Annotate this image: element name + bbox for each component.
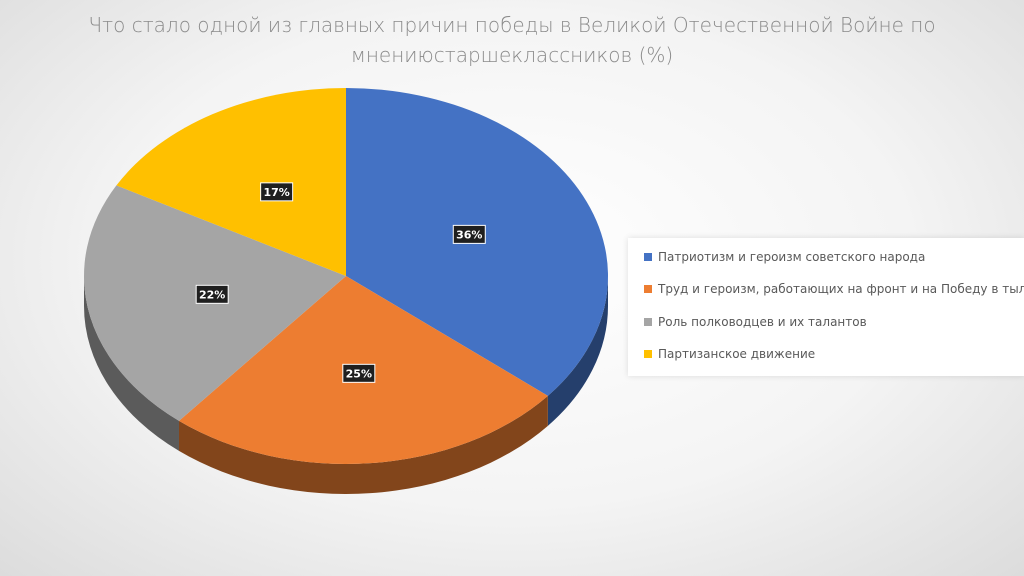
legend-item-partisans: Партизанское движение (644, 345, 815, 363)
data-label-home-front-labor: 25% (342, 363, 376, 383)
pie-side-walls (84, 276, 608, 494)
legend-label: Патриотизм и героизм советского народа (658, 250, 926, 264)
legend-item-commanders: Роль полководцев и их талантов (644, 313, 867, 331)
chart-title: Что стало одной из главных причин победы… (0, 10, 1024, 70)
legend-swatch (644, 350, 652, 358)
pie-side-patriotism (547, 276, 608, 426)
chart-title-line-1: Что стало одной из главных причин победы… (88, 13, 936, 37)
legend-swatch (644, 253, 652, 261)
legend-label: Труд и героизм, работающих на фронт и на… (658, 282, 1024, 296)
data-label-partisans: 17% (260, 182, 294, 202)
pie-slice-partisans (116, 88, 346, 276)
svg-text:25%: 25% (346, 367, 372, 380)
svg-text:36%: 36% (456, 228, 482, 241)
legend-item-home-front-labor: Труд и героизм, работающих на фронт и на… (644, 280, 1024, 298)
data-label-patriotism: 36% (452, 224, 486, 244)
pie-data-labels: 36% 25% 22% 17% (195, 182, 486, 383)
svg-text:22%: 22% (199, 288, 225, 301)
svg-text:17%: 17% (263, 186, 289, 199)
legend-swatch (644, 285, 652, 293)
pie-side-home-front-labor (178, 395, 548, 494)
legend-item-patriotism: Патриотизм и героизм советского народа (644, 248, 925, 266)
pie-slices (83, 88, 608, 464)
chart-legend: Патриотизм и героизм советского народа Т… (628, 238, 1024, 376)
legend-swatch (644, 318, 652, 326)
chart-title-line-2: мнениюстаршеклассников (%) (350, 43, 674, 67)
legend-label: Партизанское движение (658, 347, 816, 361)
legend-label: Роль полководцев и их талантов (658, 315, 867, 329)
pie-side-commanders (84, 276, 179, 451)
data-label-commanders: 22% (195, 284, 229, 304)
